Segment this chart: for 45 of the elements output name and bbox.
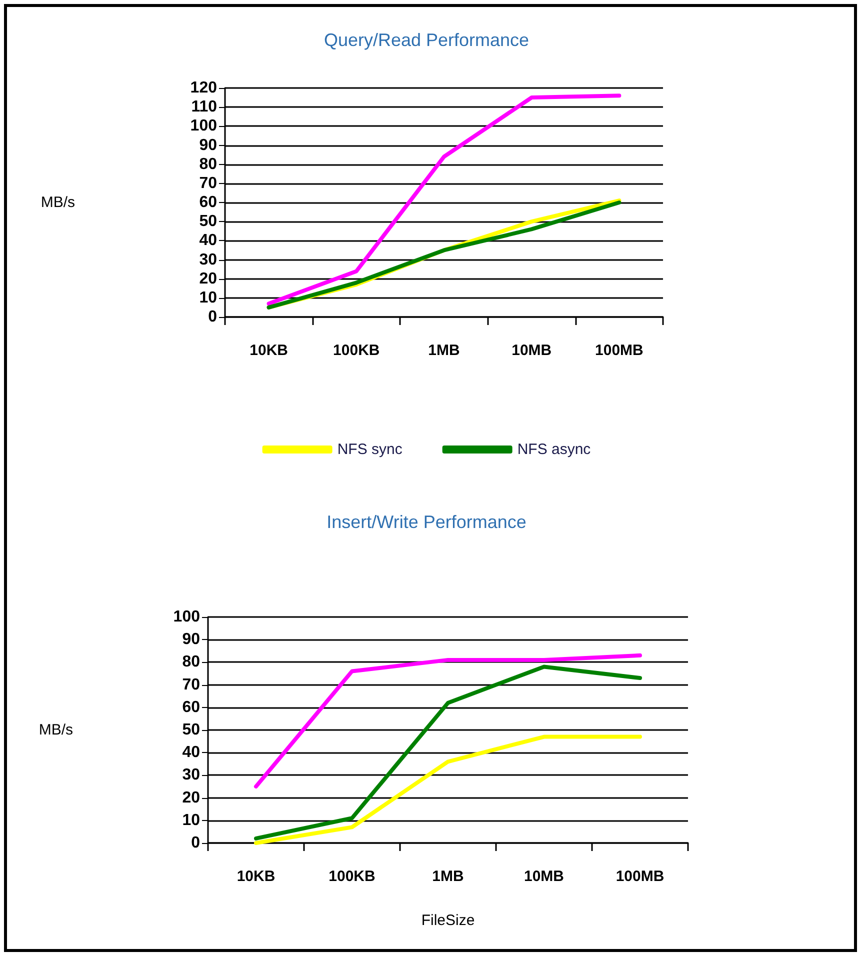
y-axis-title: MB/s (38, 722, 73, 738)
x-tick-label: 10MB (512, 342, 552, 359)
x-tick-label: 100KB (333, 342, 380, 359)
y-tick-label: 90 (199, 136, 218, 154)
y-tick-label: 120 (190, 80, 218, 96)
y-tick-label: 20 (199, 270, 218, 288)
y-tick-label: 90 (182, 631, 200, 648)
y-tick-label: 100 (190, 118, 218, 135)
x-tick-label: 1MB (428, 342, 460, 359)
y-tick-label: 40 (199, 232, 218, 250)
x-tick-label: 10KB (236, 868, 276, 885)
y-tick-label: 50 (182, 722, 200, 738)
y-tick-label: 20 (182, 789, 200, 806)
y-tick-label: 0 (208, 308, 218, 326)
y-tick-label: 10 (182, 812, 200, 829)
x-tick-label: 10KB (250, 342, 288, 359)
y-tick-label: 50 (199, 213, 218, 230)
y-axis-title: MB/s (40, 194, 75, 211)
y-tick-label: 30 (182, 766, 200, 784)
legend-label: NFS async (517, 441, 592, 458)
y-tick-label: 60 (199, 194, 218, 211)
y-tick-label: 100 (173, 608, 200, 626)
y-tick-label: 0 (191, 834, 200, 852)
x-axis-title: FileSize (421, 912, 475, 929)
x-tick-label: 1MB (432, 868, 464, 885)
x-tick-label: 100MB (616, 868, 664, 885)
line-series (254, 664, 642, 840)
y-tick-label: 80 (182, 654, 200, 671)
y-tick-label: 70 (199, 174, 218, 192)
y-tick-label: 30 (199, 251, 218, 268)
x-tick-label: 100KB (328, 868, 376, 885)
chart-title: Insert/Write Performance (326, 512, 526, 532)
chart-title: Query/Read Performance (324, 30, 530, 50)
y-tick-label: 40 (182, 744, 200, 762)
line-series (254, 653, 642, 788)
y-tick-label: 60 (182, 698, 200, 716)
line-series (266, 94, 622, 306)
y-tick-label: 80 (199, 156, 218, 173)
y-tick-label: 110 (191, 98, 218, 116)
y-tick-label: 10 (199, 289, 218, 306)
y-tick-label: 70 (182, 676, 200, 694)
x-tick-label: 10MB (524, 868, 564, 885)
line-series (254, 734, 642, 845)
x-tick-label: 100MB (595, 342, 644, 359)
legend-label: NFS sync (337, 441, 403, 458)
